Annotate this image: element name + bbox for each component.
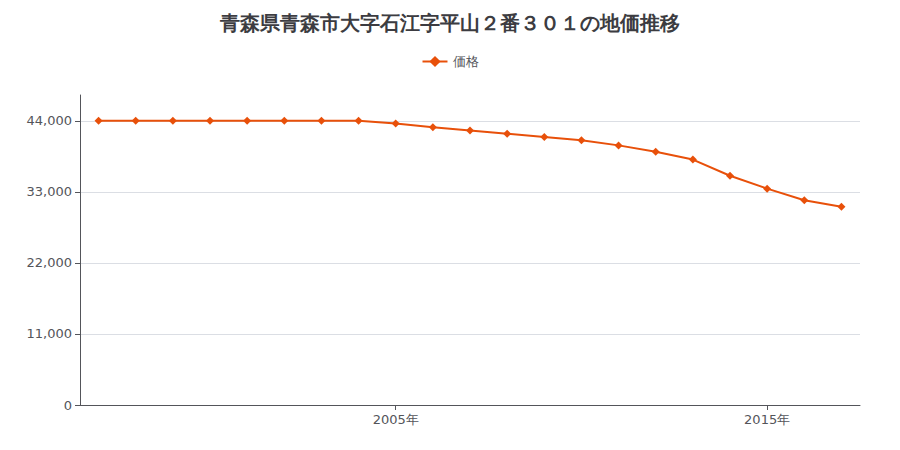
svg-text:11,000: 11,000 [27,326,73,341]
svg-text:33,000: 33,000 [27,184,73,199]
svg-text:22,000: 22,000 [27,255,73,270]
svg-text:2015年: 2015年 [744,412,790,427]
svg-text:44,000: 44,000 [27,113,73,128]
svg-text:青森県青森市大字石江字平山２番３０１の地価推移: 青森県青森市大字石江字平山２番３０１の地価推移 [219,11,680,35]
svg-text:2005年: 2005年 [373,412,419,427]
svg-text:価格: 価格 [453,54,479,69]
svg-text:0: 0 [64,398,72,413]
